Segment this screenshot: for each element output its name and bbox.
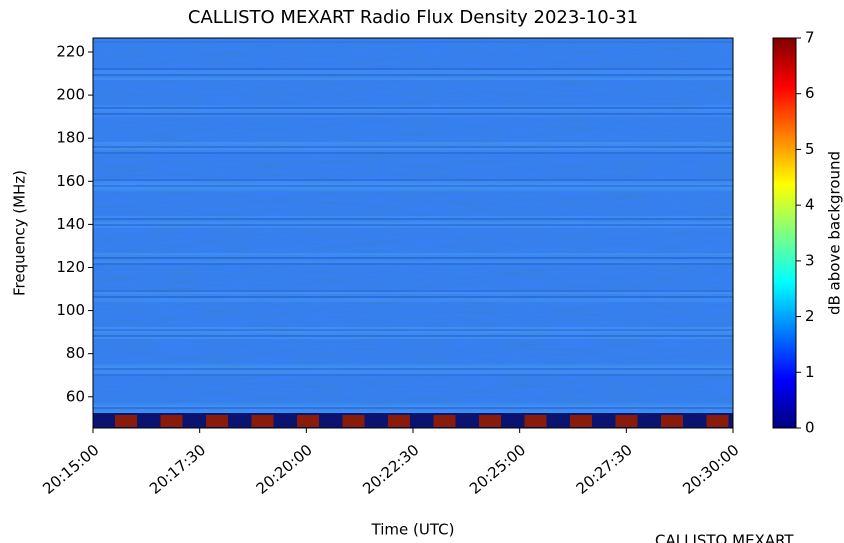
band-block	[206, 415, 228, 427]
y-tick-label: 200	[56, 86, 85, 104]
x-tick-label: 20:27:30	[573, 441, 636, 498]
y-tick-label: 220	[56, 43, 85, 61]
x-tick-label: 20:15:00	[39, 441, 102, 498]
x-tick-label: 20:17:30	[146, 441, 209, 498]
band-block	[479, 415, 501, 427]
band-block	[433, 415, 456, 427]
band-block	[342, 415, 365, 427]
y-tick-label: 100	[56, 301, 85, 319]
colorbar-tick-label: 7	[805, 29, 815, 47]
colorbar-tick-label: 3	[805, 251, 815, 269]
y-tick-label: 180	[56, 129, 85, 147]
band-block	[524, 415, 547, 427]
y-tick-label: 80	[66, 344, 85, 362]
colorbar-tick-label: 4	[805, 196, 815, 214]
band-block	[661, 415, 683, 427]
spectrogram-texture	[93, 38, 733, 428]
spectrogram	[93, 38, 733, 428]
x-tick-label: 20:25:00	[466, 441, 529, 498]
band-block	[615, 415, 638, 427]
y-tick-label: 60	[66, 387, 85, 405]
y-tick-label: 120	[56, 258, 85, 276]
y-tick-label: 160	[56, 172, 85, 190]
colorbar-tick-label: 1	[805, 363, 815, 381]
colorbar-label: dB above background	[826, 151, 844, 315]
colorbar-tick-label: 2	[805, 307, 815, 325]
band-block	[297, 415, 319, 427]
colorbar-tick-label: 0	[805, 419, 815, 437]
band-block	[160, 415, 183, 427]
x-axis-label: Time (UTC)	[371, 521, 455, 539]
x-tick-label: 20:20:00	[253, 441, 316, 498]
band-block	[115, 415, 137, 427]
band-block	[570, 415, 592, 427]
footer: CALLISTO MEXART	[655, 532, 794, 543]
x-tick-label: 20:22:30	[359, 441, 422, 498]
colorbar-tick-label: 5	[805, 140, 815, 158]
colorbar-tick-label: 6	[805, 84, 815, 102]
band-block	[706, 415, 729, 427]
x-tick-label: 20:30:00	[679, 441, 742, 498]
y-axis-label: Frequency (MHz)	[11, 170, 29, 296]
y-tick-label: 140	[56, 215, 85, 233]
colorbar	[772, 37, 797, 429]
band-block	[251, 415, 274, 427]
band-block	[388, 415, 410, 427]
chart-title: CALLISTO MEXART Radio Flux Density 2023-…	[188, 7, 638, 28]
